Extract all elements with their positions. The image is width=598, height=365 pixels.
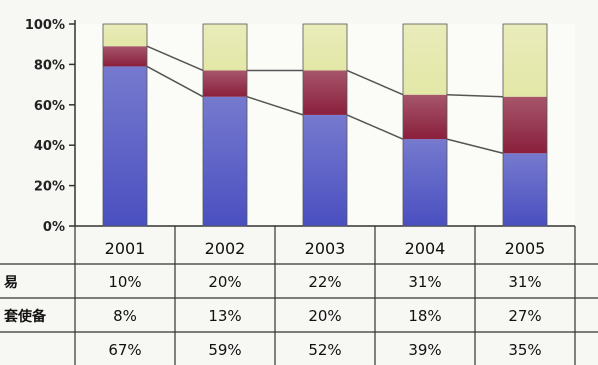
- series-line: [446, 93, 504, 98]
- table-cell: 31%: [408, 273, 441, 291]
- table-cell: 13%: [208, 307, 241, 325]
- category-label: 2001: [105, 239, 146, 258]
- bar-segment: [303, 24, 347, 71]
- bar-segment: [403, 94, 447, 140]
- bar-segment: [303, 114, 347, 226]
- y-tick-label: 60%: [34, 99, 65, 114]
- bar-segment: [103, 24, 147, 47]
- series-connector-lines: [146, 45, 504, 155]
- table-cell: 20%: [308, 307, 341, 325]
- y-tick-label: 20%: [34, 180, 65, 195]
- bar-segment: [203, 24, 247, 71]
- table-cell: 39%: [408, 341, 441, 359]
- y-tick-label: 40%: [34, 139, 65, 154]
- bar-segment: [203, 70, 247, 97]
- series-line: [346, 69, 404, 96]
- bar-segment: [103, 66, 147, 226]
- bar-segment: [303, 70, 347, 115]
- table-row-label: 套使备: [4, 308, 47, 325]
- bar-outline: [502, 23, 548, 227]
- series-line: [246, 96, 304, 116]
- table-cell: 10%: [108, 273, 141, 291]
- table-cell: 52%: [308, 341, 341, 359]
- y-tick-label: 80%: [34, 58, 65, 73]
- data-table: 2001 2002 2003 2004 2005 易 10% 20% 22% 31% 31% 套使备 8…: [0, 226, 598, 365]
- y-tick-label: 0%: [43, 220, 65, 235]
- category-label: 2004: [405, 239, 446, 258]
- table-row-label: 易: [4, 275, 18, 291]
- bars: [102, 23, 548, 227]
- bar-segment: [503, 153, 547, 226]
- bar-outline: [202, 23, 248, 227]
- bar-segment: [503, 24, 547, 97]
- bar-segment: [103, 46, 147, 67]
- series-line: [146, 65, 204, 98]
- bar-outline: [302, 23, 348, 227]
- table-cell: 18%: [408, 307, 441, 325]
- series-line: [346, 114, 404, 140]
- table-cell: 20%: [208, 273, 241, 291]
- table-cell: 31%: [508, 273, 541, 291]
- y-tick-label: 100%: [25, 18, 65, 33]
- category-label: 2003: [305, 239, 346, 258]
- table-cell: 8%: [113, 307, 137, 325]
- bar-outline: [402, 23, 448, 227]
- table-cell: 22%: [308, 273, 341, 291]
- table-cell: 67%: [108, 341, 141, 359]
- table-cell: 27%: [508, 307, 541, 325]
- category-label: 2002: [205, 239, 246, 258]
- table-cell: 59%: [208, 341, 241, 359]
- bar-outline: [102, 23, 148, 227]
- table-cell: 35%: [508, 341, 541, 359]
- series-line: [146, 45, 204, 72]
- bar-segment: [403, 24, 447, 95]
- series-line: [446, 138, 504, 155]
- bar-segment: [203, 96, 247, 226]
- bar-segment: [503, 96, 547, 154]
- category-label: 2005: [505, 239, 546, 258]
- bar-segment: [403, 139, 447, 226]
